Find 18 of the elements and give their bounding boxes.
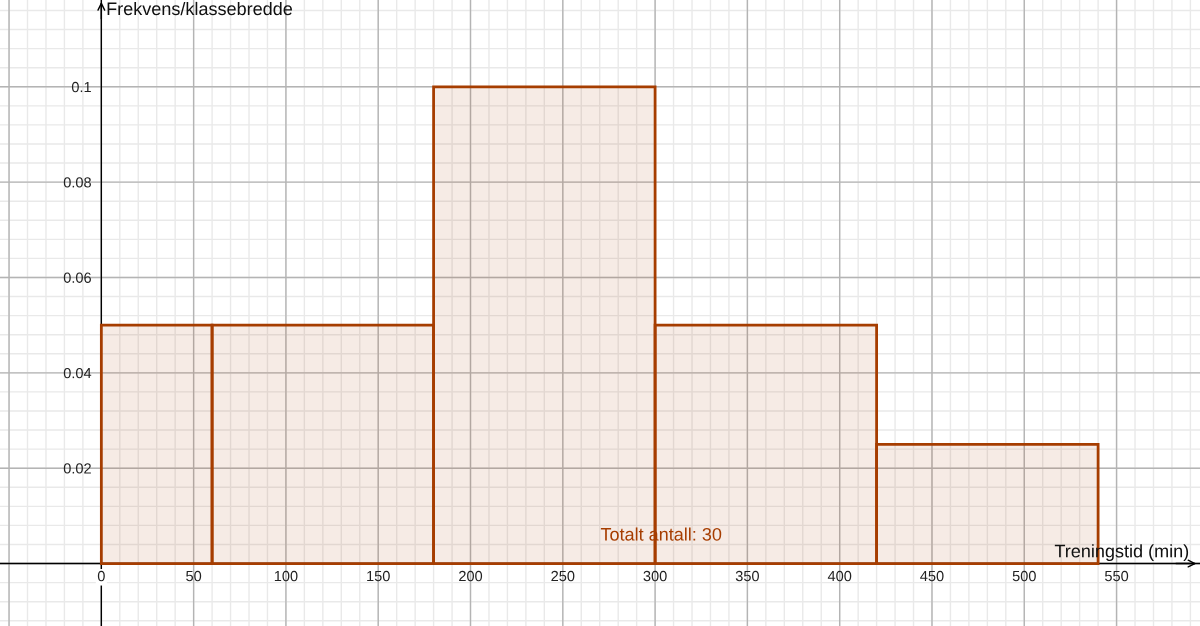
x-tick-label: 400 [827, 570, 852, 582]
x-tick-label: 50 [186, 570, 202, 582]
x-tick-label: 500 [1012, 570, 1036, 582]
y-tick-label: 0.1 [71, 81, 91, 93]
y-axis-title: Frekvens/klassebredde [107, 1, 292, 16]
x-tick-label: 350 [735, 570, 759, 582]
y-tick-label: 0.02 [63, 463, 91, 474]
y-tick-label: 0.06 [63, 272, 91, 283]
x-tick-label: 550 [1104, 570, 1129, 582]
y-tick-label: 0.04 [63, 367, 92, 379]
x-tick-label: 250 [551, 570, 575, 582]
x-tick-label: 0 [97, 570, 105, 582]
x-tick-label: 450 [920, 570, 944, 582]
x-tick-label: 300 [643, 570, 667, 582]
x-tick-label: 100 [274, 570, 298, 582]
x-tick-label: 200 [459, 570, 483, 582]
x-tick-label: 150 [367, 570, 390, 582]
y-tick-label: 0.08 [63, 177, 91, 188]
